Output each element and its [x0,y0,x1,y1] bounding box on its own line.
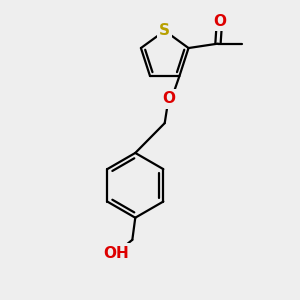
Text: OH: OH [103,246,129,261]
Text: O: O [213,14,226,29]
Text: O: O [163,92,176,106]
Text: S: S [159,23,170,38]
